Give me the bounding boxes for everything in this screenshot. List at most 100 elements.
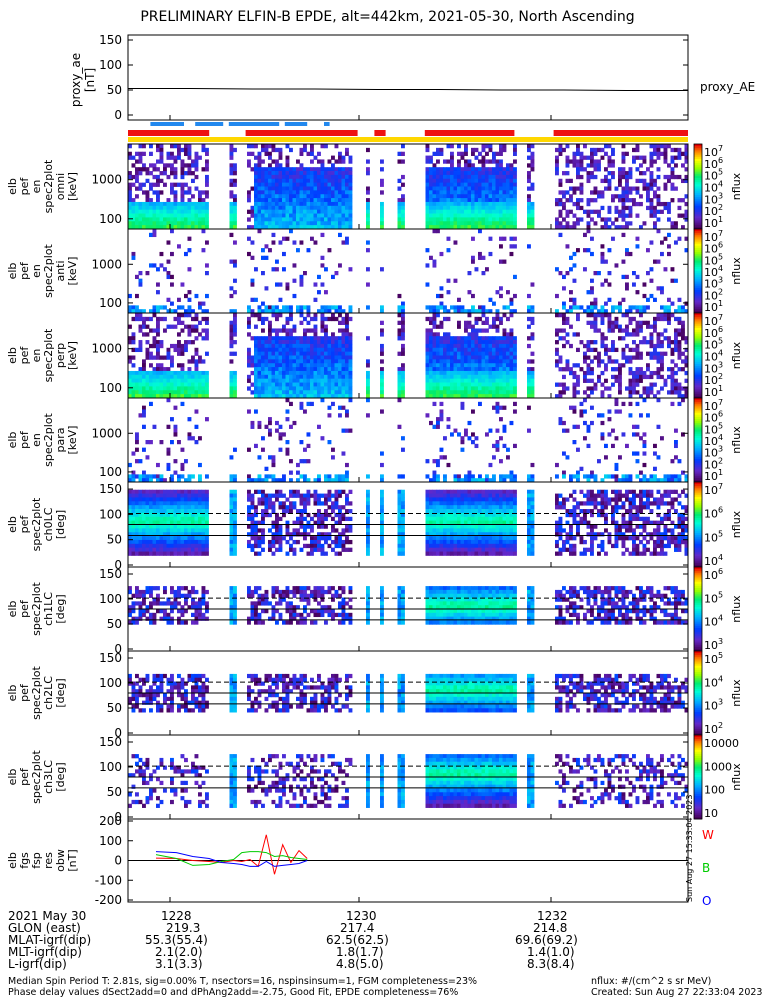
spectrogram-cell <box>663 305 668 310</box>
spectrogram-cell <box>278 163 283 168</box>
spectrogram-cell <box>485 309 489 314</box>
spectrogram-cell <box>187 417 192 422</box>
spectrogram-cell <box>625 248 629 253</box>
spectrogram-cell <box>488 390 493 395</box>
spectrogram-cell <box>156 167 160 172</box>
spectrogram-cell <box>152 394 157 399</box>
spectrogram-cell <box>306 217 311 222</box>
spectrogram-cell <box>341 155 346 160</box>
spectrogram-cell <box>299 347 304 353</box>
spectrogram-cell <box>635 236 640 241</box>
spectrogram-cell <box>432 313 437 318</box>
spectrogram-cell <box>345 217 349 222</box>
spectrogram-cell <box>429 221 433 226</box>
spectrogram-cell <box>471 163 475 168</box>
spectrogram-cell <box>635 186 640 191</box>
spectrogram-cell <box>586 221 591 226</box>
colorbar-4-step <box>694 437 702 441</box>
spectrogram-cell <box>488 147 493 153</box>
spectrogram-cell <box>345 313 349 318</box>
spectrogram-cell <box>583 355 587 360</box>
spectrogram-cell <box>261 328 265 333</box>
spectrogram-cell <box>310 236 314 241</box>
spectrogram-cell <box>460 340 465 345</box>
spectrogram-cell <box>635 343 640 349</box>
spectrogram-cell <box>275 159 279 164</box>
spectrogram-cell <box>275 267 279 272</box>
spectrogram-cell <box>296 190 300 195</box>
spectrogram-cell <box>593 478 598 483</box>
spectrogram-cell <box>292 278 297 283</box>
spectrogram-cell <box>345 236 349 241</box>
spectrogram-cell <box>271 190 276 195</box>
spectrogram-cell <box>177 221 181 226</box>
spectrogram-cell <box>261 167 265 172</box>
spectrogram-cell <box>145 489 150 494</box>
spectrogram-cell <box>271 194 276 199</box>
spectrogram-cell <box>145 347 150 353</box>
spectrogram-cell <box>289 351 293 356</box>
spectrogram-cell <box>457 182 461 187</box>
spectrogram-cell <box>278 328 283 333</box>
spectrogram-cell <box>149 355 153 360</box>
spectrogram-cell <box>282 236 286 241</box>
spectrogram-cell <box>492 455 496 460</box>
spectrogram-cell <box>429 367 433 372</box>
spectrogram-cell <box>492 351 496 356</box>
spectrogram-cell <box>145 167 150 172</box>
spectrogram-cell <box>401 205 405 211</box>
spectrogram-cell <box>607 355 612 360</box>
colorbar-3-step <box>694 372 702 376</box>
spectrogram-cell <box>320 171 325 176</box>
spectrogram-cell <box>303 144 307 149</box>
spectrogram-cell <box>663 378 668 383</box>
spectrogram-cell <box>471 194 475 199</box>
spectrogram-cell <box>170 324 174 329</box>
spectrogram-cell <box>264 171 269 176</box>
spectrogram-cell <box>439 217 444 222</box>
spectrogram-cell <box>159 171 164 176</box>
colorbar-4-step <box>694 473 702 477</box>
spectrogram-cell <box>628 190 633 195</box>
spectrogram-cell <box>569 474 573 479</box>
spectrogram-cell <box>264 359 269 364</box>
spectrogram-cell <box>597 167 601 172</box>
spectrogram-cell <box>670 478 675 483</box>
colorbar-1-step <box>694 182 702 185</box>
spectrogram-cell <box>397 198 402 203</box>
colorbar-1-tick-4: 103 <box>704 191 723 206</box>
spectrogram-cell <box>446 248 451 253</box>
spectrogram-cell <box>397 332 402 337</box>
spectrogram-cell <box>334 182 339 187</box>
spectrogram-cell <box>299 394 304 399</box>
spectrogram-cell <box>233 209 237 214</box>
spectrogram-cell <box>303 374 307 380</box>
spectrogram-cell <box>313 240 318 245</box>
spectrogram-cell <box>527 178 531 184</box>
spectrogram-cell <box>170 301 174 306</box>
spectrogram-cell <box>268 390 272 395</box>
spectrogram-cell <box>607 205 612 211</box>
spectrogram-cell <box>180 167 185 172</box>
spectrogram-cell <box>282 217 286 222</box>
spectrogram-cell <box>282 386 286 391</box>
spectrogram-cell <box>569 343 573 349</box>
spectrogram-cell <box>166 151 171 156</box>
spectrogram-cell <box>471 332 475 337</box>
spectrogram-cell <box>485 386 489 391</box>
spectrogram-cell <box>341 221 346 226</box>
spectrogram-cell <box>481 147 486 153</box>
spectrogram-cell <box>453 194 458 199</box>
spectrogram-cell <box>474 174 479 180</box>
spectrogram-cell <box>425 343 430 349</box>
spectrogram-cell <box>142 151 146 156</box>
spectrogram-cell <box>639 374 643 380</box>
spectrogram-cell <box>310 174 314 180</box>
spectrogram-cell <box>261 178 265 184</box>
spectrogram-cell <box>142 528 146 533</box>
spectrogram-cell <box>334 474 339 479</box>
spectrogram-cell <box>558 394 563 399</box>
spectrogram-cell <box>159 394 164 399</box>
spectrogram-cell <box>380 225 384 230</box>
spectrogram-cell <box>397 398 402 403</box>
